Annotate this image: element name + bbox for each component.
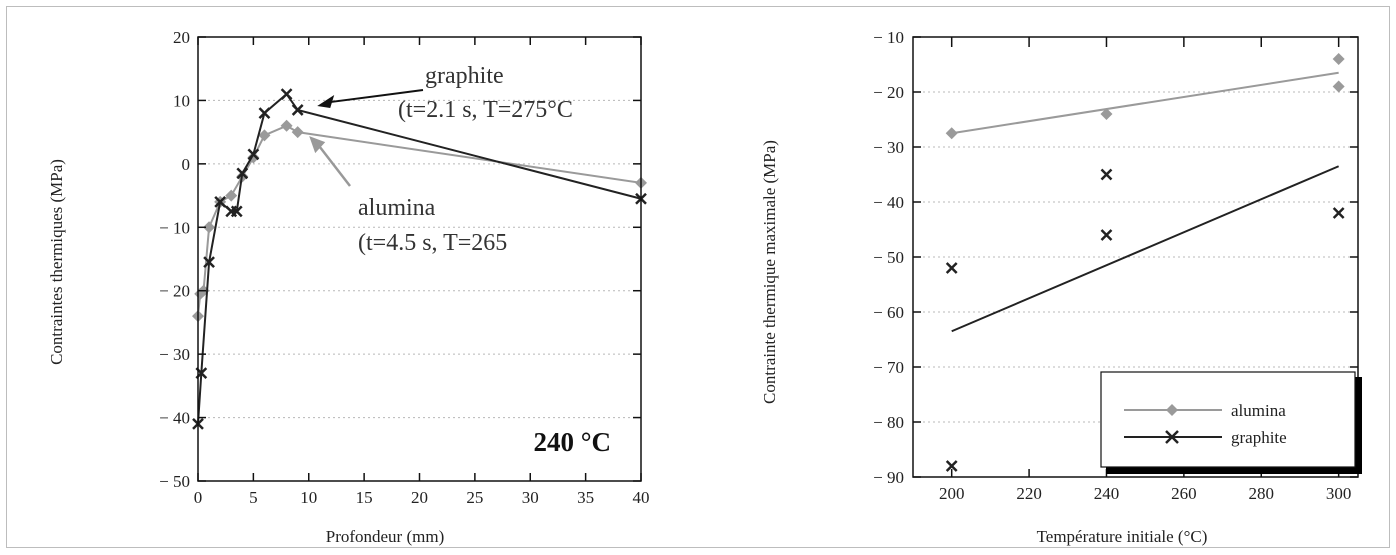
y-tick-label: − 30	[159, 345, 190, 364]
data-point-alumina	[291, 126, 304, 139]
data-point-graphite	[214, 196, 227, 208]
data-point-graphite	[247, 148, 260, 161]
annotation-arrowhead-graphite	[317, 94, 335, 108]
y-tick-label: 0	[182, 155, 191, 174]
x-tick-label: 15	[356, 488, 373, 507]
annotation-arrowhead-alumina	[309, 136, 326, 154]
annotation-arrow-graphite	[331, 89, 424, 103]
data-point-alumina	[280, 119, 293, 132]
y-axis-label: Contraintes thermiques (MPa)	[47, 159, 66, 365]
x-tick-label: 20	[411, 488, 428, 507]
data-point-alumina	[258, 129, 271, 142]
x-tick-label: 25	[466, 488, 483, 507]
y-tick-label: − 50	[159, 472, 190, 491]
x-tick-label: 40	[633, 488, 650, 507]
data-point-graphite	[230, 205, 243, 218]
annotation-graphite-title: graphite	[425, 63, 504, 89]
annotation-arrow-alumina	[318, 145, 351, 187]
data-point-alumina	[225, 189, 238, 202]
y-tick-label: − 10	[159, 218, 190, 237]
data-point-graphite	[258, 107, 271, 119]
x-tick-label: 0	[194, 488, 203, 507]
y-tick-label: − 40	[159, 409, 190, 428]
data-point-graphite	[280, 88, 293, 100]
y-tick-label: 10	[173, 91, 190, 110]
figure-frame	[6, 6, 1390, 548]
x-tick-label: 10	[300, 488, 317, 507]
temperature-badge: 240 °C	[533, 427, 611, 457]
y-tick-label: 20	[173, 28, 190, 47]
data-point-graphite	[203, 256, 215, 269]
data-point-graphite	[236, 167, 249, 180]
x-tick-label: 5	[249, 488, 258, 507]
x-axis-label: Profondeur (mm)	[326, 527, 445, 546]
y-tick-label: − 20	[159, 282, 190, 301]
x-tick-label: 30	[522, 488, 539, 507]
data-point-alumina	[203, 221, 216, 234]
annotation-alumina-title: alumina	[358, 195, 436, 221]
data-point-graphite	[291, 104, 304, 116]
series-line-graphite	[197, 92, 642, 424]
x-tick-label: 35	[577, 488, 594, 507]
annotation-graphite-params: (t=2.1 s, T=275°C	[398, 97, 573, 123]
annotation-alumina-params: (t=4.5 s, T=265	[358, 230, 507, 256]
